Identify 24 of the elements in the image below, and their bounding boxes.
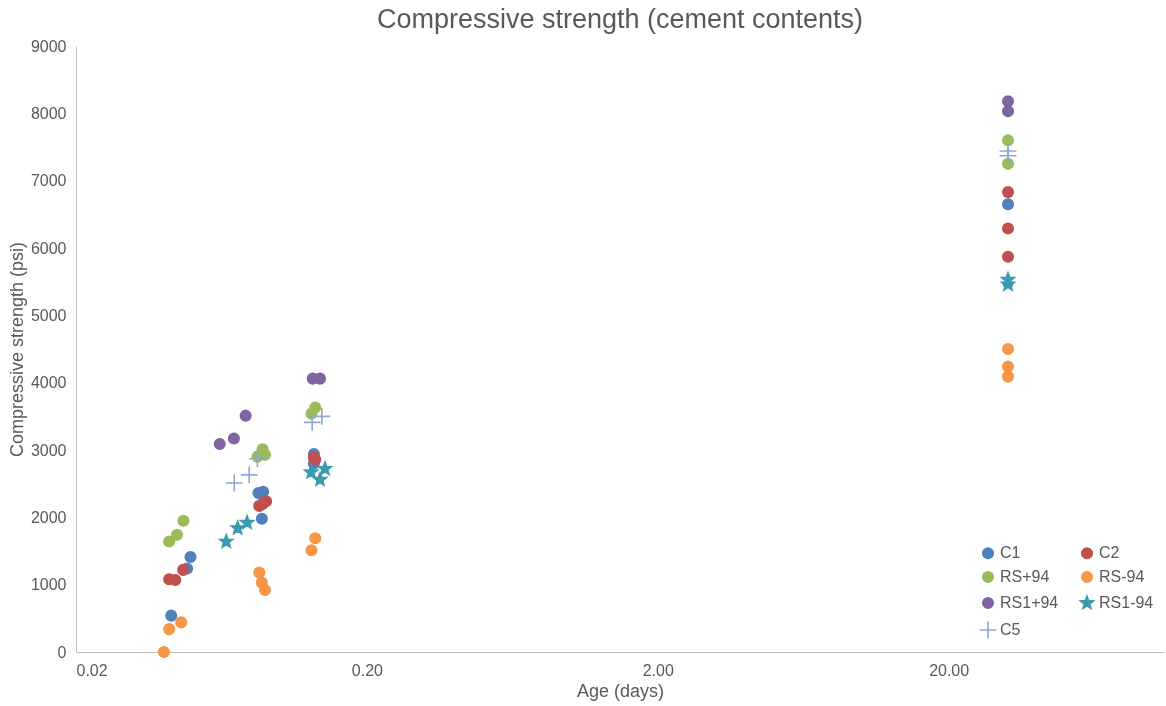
legend-label: C2 [1099,544,1120,562]
y-axis-title: Compressive strength (psi) [6,241,27,458]
legend-label: RS+94 [1000,568,1050,585]
y-tick-label: 0 [57,643,67,661]
y-tick-label: 4000 [30,374,67,392]
legend-label: RS-94 [1099,568,1145,585]
legend-label: RS1+94 [1000,594,1059,611]
legend-label: C1 [1000,544,1021,562]
y-tick-label: 6000 [30,239,67,257]
y-tick-label: 7000 [30,172,67,190]
y-tick-label: 3000 [30,441,67,459]
y-tick-label: 8000 [30,104,67,122]
x-tick-label: 20.00 [929,661,970,679]
x-tick-label: 0.02 [76,661,108,679]
legend-label: C5 [1000,621,1021,638]
y-tick-label: 2000 [30,508,67,526]
y-tick-label: 9000 [30,37,67,55]
y-tick-label: 5000 [30,306,67,324]
y-tick-label: 1000 [30,576,67,594]
x-tick-label: 0.20 [351,661,384,679]
chart-title: Compressive strength (cement contents) [376,4,864,34]
x-tick-label: 2.00 [642,661,674,679]
legend-label: RS1-94 [1099,594,1154,611]
x-axis-title: Age (days) [576,680,665,701]
